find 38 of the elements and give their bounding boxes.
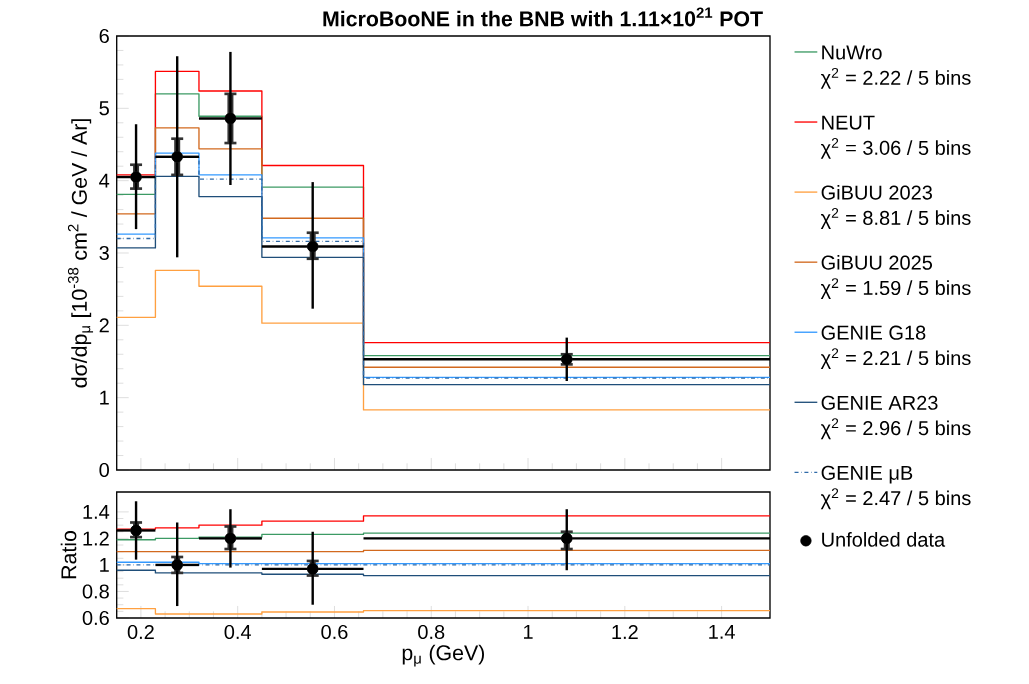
x-tick-label: 0.4	[224, 624, 251, 640]
legend-label: GENIE μB	[821, 465, 913, 484]
x-tick-label: 0.2	[127, 624, 154, 640]
legend-label: GENIE G18	[821, 325, 926, 340]
y-tick-label: 0.8	[82, 584, 109, 599]
x-tick-label: 0.6	[321, 624, 348, 640]
y-tick-label: 1.2	[83, 531, 109, 546]
legend-label: NuWro	[822, 45, 882, 60]
y-axis-title: Ratio	[60, 531, 77, 579]
y-tick-label: 0	[99, 462, 109, 478]
y-tick-label: 1	[100, 390, 109, 405]
text: χ$^{2}$ = 2.22 / 5 bins	[820, 67, 971, 89]
y-tick-label: 0.6	[82, 610, 109, 626]
x-tick-label: 1.4	[709, 624, 735, 639]
y-tick-label: 1.4	[83, 505, 110, 519]
text: χ$^{2}$ = 2.47 / 5 bins	[820, 488, 971, 510]
legend-label: GiBUU 2025	[821, 255, 933, 270]
legend-label: Unfolded data	[822, 532, 946, 547]
y-tick-label: 4	[99, 173, 110, 188]
x-axis-title: p$_{μ}$ (GeV)	[402, 644, 484, 667]
y-tick-label: 2	[99, 318, 109, 333]
legend-label: NEUT	[822, 115, 875, 130]
text: χ$^{2}$ = 3.06 / 5 bins	[820, 138, 971, 159]
y-tick-label: 5	[99, 101, 109, 116]
text: χ$^{2}$ = 2.21 / 5 bins	[820, 348, 971, 370]
x-tick-label: 1.2	[612, 624, 638, 639]
legend-label: GENIE AR23	[821, 395, 938, 410]
y-axis-title: dσ/dp$_{μ}$ [10$^{-38}$ cm$^{2}$ / GeV / Ar]	[67, 119, 94, 388]
x-tick-label: 1	[524, 624, 533, 639]
text: χ$^{2}$ = 1.59 / 5 bins	[820, 278, 971, 299]
y-tick-label: 6	[99, 28, 109, 44]
y-tick-label: 3	[99, 245, 109, 261]
x-tick-label: 0.8	[418, 624, 445, 640]
chart-title: MicroBooNE in the BNB with 1.11×10$^{21}$ POT	[323, 7, 763, 27]
text: χ$^{2}$ = 2.96 / 5 bins	[820, 418, 971, 440]
legend-label: GiBUU 2023	[821, 184, 932, 200]
y-tick-label: 1	[100, 558, 109, 572]
text: χ$^{2}$ = 8.81 / 5 bins	[820, 208, 971, 229]
